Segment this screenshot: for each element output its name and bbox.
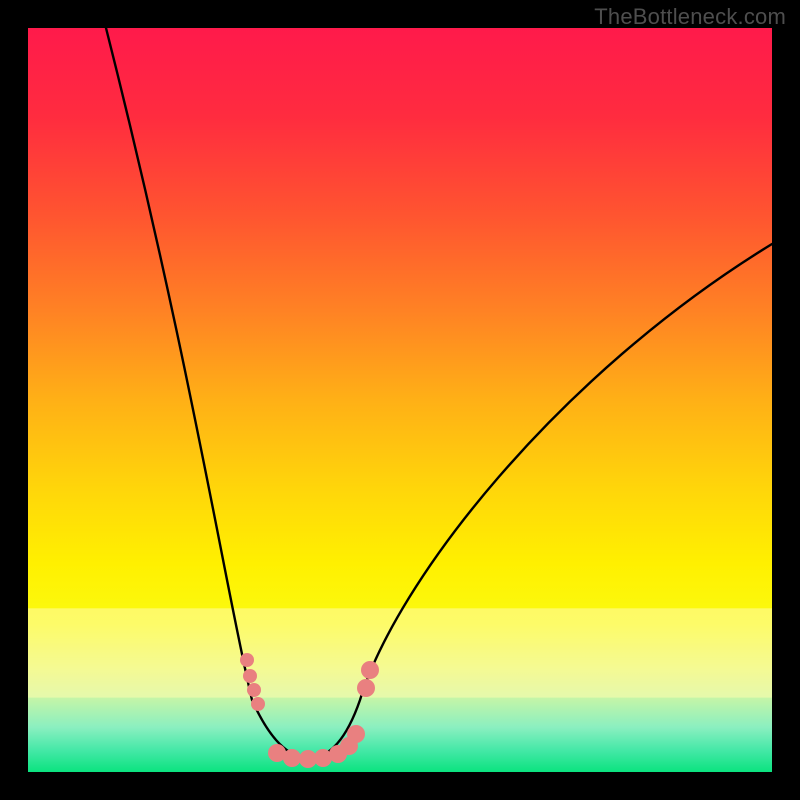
data-marker: [243, 669, 257, 683]
data-marker: [347, 725, 365, 743]
yellow-band: [28, 608, 772, 697]
data-marker: [240, 653, 254, 667]
data-marker: [361, 661, 379, 679]
data-marker: [251, 697, 265, 711]
data-marker: [283, 749, 301, 767]
data-marker: [247, 683, 261, 697]
watermark-text: TheBottleneck.com: [594, 4, 786, 30]
data-marker: [357, 679, 375, 697]
bottleneck-chart: [0, 0, 800, 800]
chart-frame: TheBottleneck.com: [0, 0, 800, 800]
